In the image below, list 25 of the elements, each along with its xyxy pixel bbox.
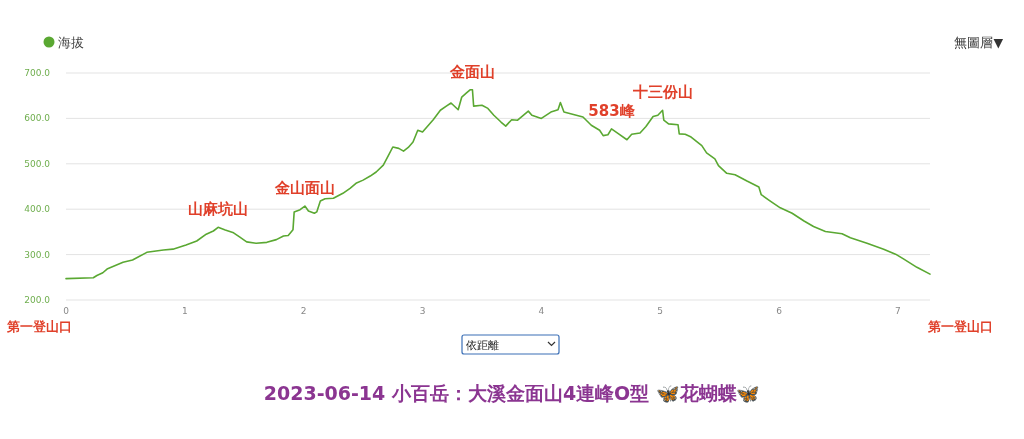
annotation: 583峰 [588, 101, 636, 120]
annotation: 山麻坑山 [188, 200, 249, 219]
text: 2023-06-14 小百岳：大溪金面山4連峰O型 🦋花蝴蝶🦋 [263, 382, 761, 405]
y-tick-label: 300.0 [24, 249, 51, 260]
annotation: 金面山 [448, 62, 495, 81]
text: 第一登山口 [6, 319, 72, 334]
x-tick-label: 0 [63, 306, 70, 316]
x-tick-label: 7 [895, 306, 901, 316]
text: 第一登山口 [927, 319, 993, 334]
legend-label: 海拔 [58, 35, 84, 50]
text: 無圖層▼ [954, 35, 1004, 50]
x-tick-label: 2 [300, 306, 307, 316]
x-tick-label: 1 [181, 306, 188, 316]
y-tick-label: 500.0 [24, 158, 51, 169]
annotation: 十三份山 [631, 83, 693, 102]
text: 依距離 [466, 339, 499, 352]
y-tick-label: 200.0 [24, 295, 51, 305]
x-tick-label: 4 [538, 306, 545, 316]
x-tick-label: 5 [657, 306, 664, 316]
y-tick-label: 400.0 [24, 204, 51, 215]
annotation: 金山面山 [273, 179, 335, 198]
x-tick-label: 6 [776, 306, 783, 316]
x-tick-label: 3 [419, 306, 426, 316]
y-tick-label: 600.0 [24, 113, 51, 124]
y-tick-label: 700.0 [24, 68, 51, 78]
